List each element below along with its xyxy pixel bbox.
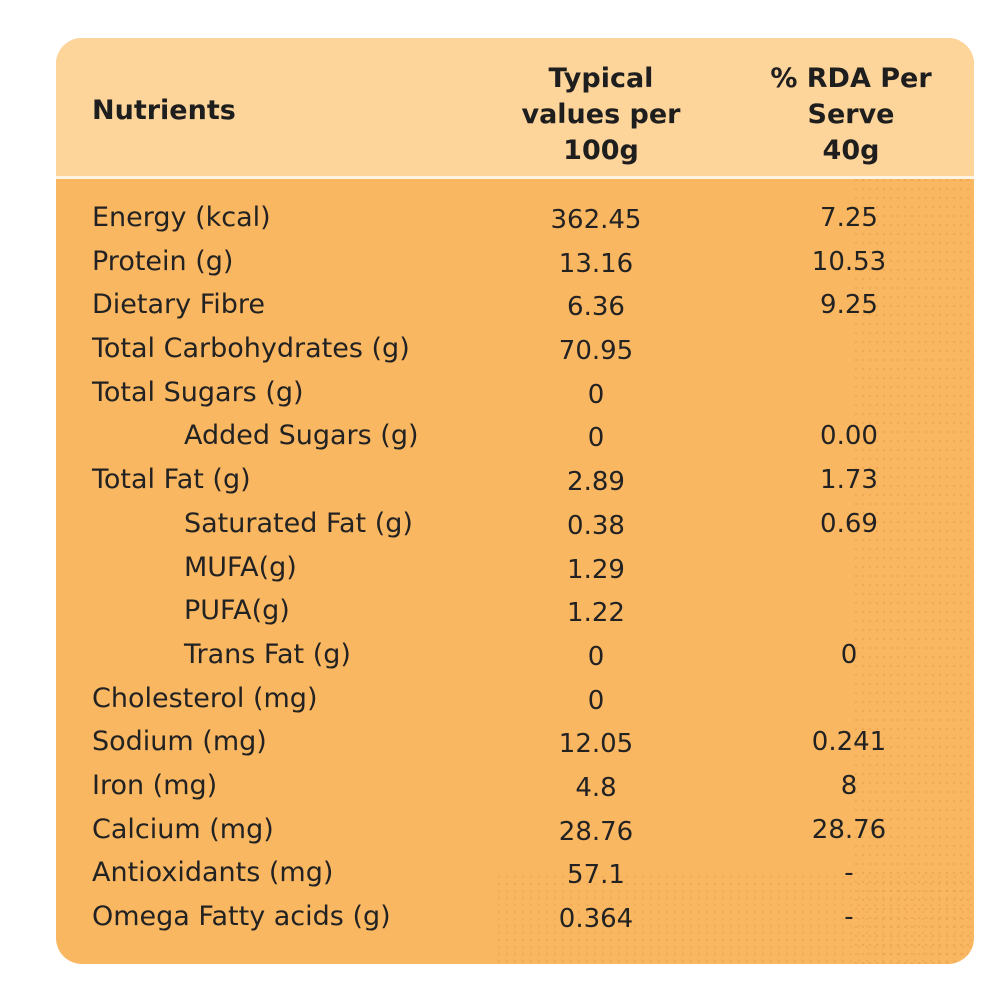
rda-value: - bbox=[844, 902, 854, 932]
table-row: MUFA(g) 1.29 bbox=[56, 548, 974, 592]
rda-value: - bbox=[844, 858, 854, 889]
table-row: Trans Fat (g) 0 0 bbox=[56, 635, 974, 679]
rda-value: 9.25 bbox=[820, 290, 878, 321]
nutrient-name: MUFA(g) bbox=[184, 551, 297, 583]
typical-value: 362.45 bbox=[550, 205, 642, 235]
table-row: Antioxidants (mg) 57.1 - bbox=[56, 853, 974, 897]
rda-value: 10.53 bbox=[811, 246, 887, 277]
table-row: Total Sugars (g) 0 bbox=[56, 373, 974, 417]
speckle-texture bbox=[854, 178, 974, 964]
header-nutrients: Nutrients bbox=[92, 95, 236, 126]
table-row: PUFA(g) 1.22 bbox=[56, 591, 974, 635]
nutrition-table: Nutrients Typical values per 100g % RDA Pe… bbox=[56, 38, 974, 964]
typical-value: 0 bbox=[587, 641, 605, 672]
table-row: Iron (mg) 4.8 8 bbox=[56, 766, 974, 810]
rda-value: 0 bbox=[840, 639, 858, 670]
nutrient-name: Energy (kcal) bbox=[92, 202, 271, 233]
nutrient-name: Omega Fatty acids (g) bbox=[92, 901, 391, 932]
typical-value: 12.05 bbox=[558, 729, 634, 760]
typical-value: 0.38 bbox=[567, 510, 625, 541]
typical-value: 0 bbox=[587, 379, 605, 410]
typical-value: 4.8 bbox=[575, 772, 617, 803]
typical-value: 6.36 bbox=[567, 292, 625, 323]
table-header: Nutrients Typical values per 100g % RDA Pe… bbox=[56, 38, 974, 179]
typical-value: 0 bbox=[587, 423, 605, 454]
typical-value: 13.16 bbox=[558, 248, 634, 279]
rda-value: 1.73 bbox=[820, 465, 878, 496]
table-row: Cholesterol (mg) 0 bbox=[56, 679, 974, 723]
nutrient-name: Protein (g) bbox=[92, 245, 234, 277]
table-row: Added Sugars (g) 0 0.00 bbox=[56, 416, 974, 460]
nutrient-name: Total Fat (g) bbox=[92, 464, 251, 496]
typical-value: 0.364 bbox=[558, 904, 634, 934]
nutrient-name: Trans Fat (g) bbox=[184, 638, 351, 670]
table-row: Sodium (mg) 12.05 0.241 bbox=[56, 722, 974, 766]
header-typical-values: Typical values per 100g bbox=[521, 63, 681, 166]
nutrient-name: Added Sugars (g) bbox=[184, 420, 419, 452]
rda-value: 7.25 bbox=[820, 203, 878, 233]
nutrient-name: Antioxidants (mg) bbox=[92, 857, 334, 889]
typical-value: 1.29 bbox=[567, 554, 625, 585]
nutrient-name: Sodium (mg) bbox=[92, 726, 267, 758]
table-body: Energy (kcal) 362.45 7.25 Protein (g) 13.16 1… bbox=[56, 198, 974, 941]
nutrient-name: Cholesterol (mg) bbox=[92, 682, 318, 714]
nutrient-name: Dietary Fibre bbox=[92, 289, 266, 321]
rda-value: 8 bbox=[840, 770, 858, 801]
rda-value: 0.241 bbox=[811, 727, 887, 758]
nutrient-name: Saturated Fat (g) bbox=[184, 507, 413, 539]
table-row: Total Fat (g) 2.89 1.73 bbox=[56, 460, 974, 504]
nutrient-name: Total Sugars (g) bbox=[92, 376, 304, 408]
rda-value: 28.76 bbox=[811, 814, 887, 845]
rda-value: 0.00 bbox=[820, 421, 878, 452]
table-row: Omega Fatty acids (g) 0.364 - bbox=[56, 897, 974, 941]
typical-value: 28.76 bbox=[558, 816, 634, 847]
speckle-texture-bottom bbox=[496, 874, 974, 964]
table-row: Energy (kcal) 362.45 7.25 bbox=[56, 198, 974, 242]
typical-value: 70.95 bbox=[558, 336, 634, 367]
table-row: Protein (g) 13.16 10.53 bbox=[56, 242, 974, 286]
nutrient-name: Calcium (mg) bbox=[92, 813, 274, 845]
table-row: Calcium (mg) 28.76 28.76 bbox=[56, 810, 974, 854]
table-row: Total Carbohydrates (g) 70.95 bbox=[56, 329, 974, 373]
typical-value: 1.22 bbox=[567, 598, 625, 629]
table-row: Dietary Fibre 6.36 9.25 bbox=[56, 285, 974, 329]
rda-value: 0.69 bbox=[820, 508, 878, 539]
typical-value: 2.89 bbox=[567, 467, 625, 498]
nutrient-name: Total Carbohydrates (g) bbox=[92, 333, 410, 365]
typical-value: 57.1 bbox=[567, 860, 625, 891]
header-rda: % RDA Per Serve 40g bbox=[770, 63, 932, 166]
nutrient-name: Iron (mg) bbox=[92, 769, 218, 801]
nutrient-name: PUFA(g) bbox=[184, 595, 290, 627]
table-row: Saturated Fat (g) 0.38 0.69 bbox=[56, 504, 974, 548]
typical-value: 0 bbox=[587, 685, 605, 716]
